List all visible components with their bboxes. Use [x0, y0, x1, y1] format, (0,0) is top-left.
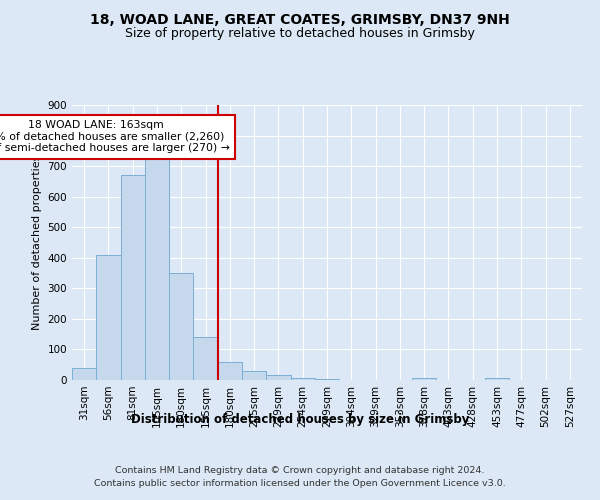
Bar — [145, 151, 169, 380]
Bar — [96, 254, 121, 380]
Bar — [218, 362, 242, 380]
Bar — [193, 337, 218, 380]
Text: Distribution of detached houses by size in Grimsby: Distribution of detached houses by size … — [131, 412, 469, 426]
Bar — [412, 378, 436, 380]
Bar — [290, 378, 315, 380]
Bar — [242, 371, 266, 380]
Text: Size of property relative to detached houses in Grimsby: Size of property relative to detached ho… — [125, 28, 475, 40]
Bar — [72, 368, 96, 380]
Text: Contains public sector information licensed under the Open Government Licence v3: Contains public sector information licen… — [94, 479, 506, 488]
Bar — [121, 176, 145, 380]
Text: 18, WOAD LANE, GREAT COATES, GRIMSBY, DN37 9NH: 18, WOAD LANE, GREAT COATES, GRIMSBY, DN… — [90, 12, 510, 26]
Y-axis label: Number of detached properties: Number of detached properties — [32, 155, 42, 330]
Text: Contains HM Land Registry data © Crown copyright and database right 2024.: Contains HM Land Registry data © Crown c… — [115, 466, 485, 475]
Bar — [266, 376, 290, 380]
Bar — [169, 273, 193, 380]
Text: 18 WOAD LANE: 163sqm
← 89% of detached houses are smaller (2,260)
11% of semi-de: 18 WOAD LANE: 163sqm ← 89% of detached h… — [0, 120, 230, 154]
Bar — [485, 378, 509, 380]
